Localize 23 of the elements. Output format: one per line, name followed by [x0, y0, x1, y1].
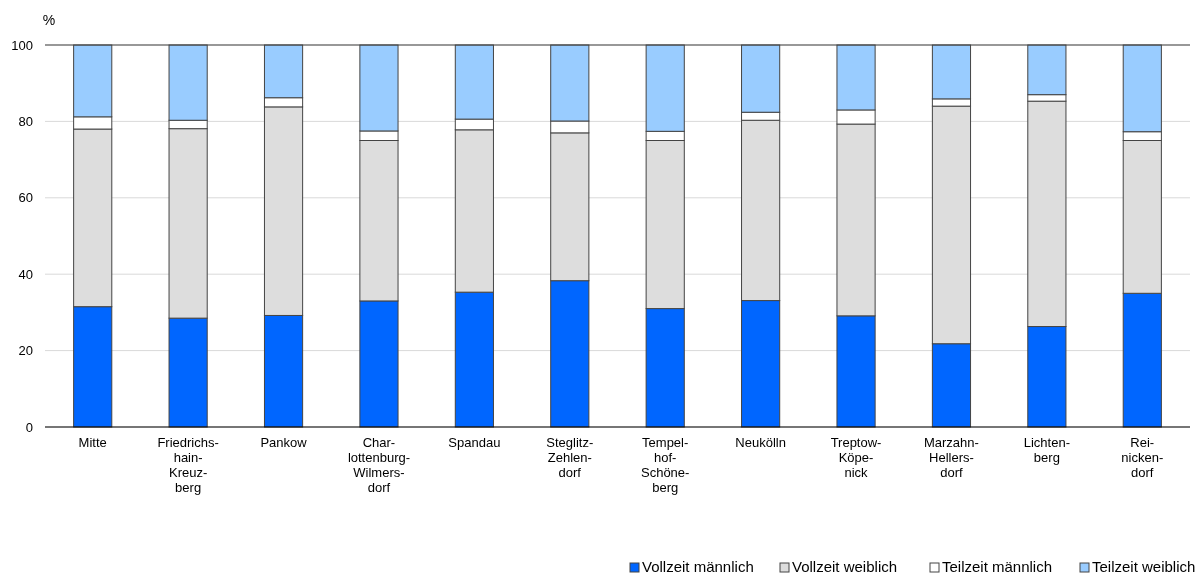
x-tick-label: Tempel- hof- Schöne- berg: [641, 435, 690, 495]
x-tick-label: Spandau: [448, 435, 501, 450]
x-tick-label: Friedrichs- hain- Kreuz- berg: [157, 435, 219, 495]
x-tick-label: Steglitz- Zehlen- dorf: [546, 435, 594, 480]
legend-label: Vollzeit weiblich: [792, 558, 898, 575]
x-tick-label: Rei- nicken- dorf: [1121, 435, 1164, 480]
x-tick-label: Lichten- berg: [1023, 435, 1070, 465]
legend-label: Teilzeit männlich: [942, 558, 1053, 575]
x-tick-label: Pankow: [260, 435, 308, 450]
y-tick-label: 80: [18, 113, 33, 129]
x-tick-label: Treptow- Köpe- nick: [830, 435, 882, 480]
y-tick-label: 0: [25, 419, 33, 435]
x-tick-label: Neukölln: [735, 435, 786, 450]
x-tick-label: Mitte: [78, 435, 107, 450]
legend-label: Vollzeit männlich: [642, 558, 754, 575]
y-tick-label: 60: [18, 190, 33, 206]
y-tick-label: 20: [18, 343, 33, 359]
x-tick-label: Marzahn- Hellers- dorf: [924, 435, 979, 480]
y-tick-label: 40: [18, 266, 33, 282]
legend-label: Teilzeit weiblich: [1092, 558, 1196, 575]
x-tick-label: Char- lottenburg- Wilmers- dorf: [347, 435, 411, 495]
y-axis-title: %: [42, 12, 56, 28]
y-tick-label: 100: [11, 37, 33, 53]
